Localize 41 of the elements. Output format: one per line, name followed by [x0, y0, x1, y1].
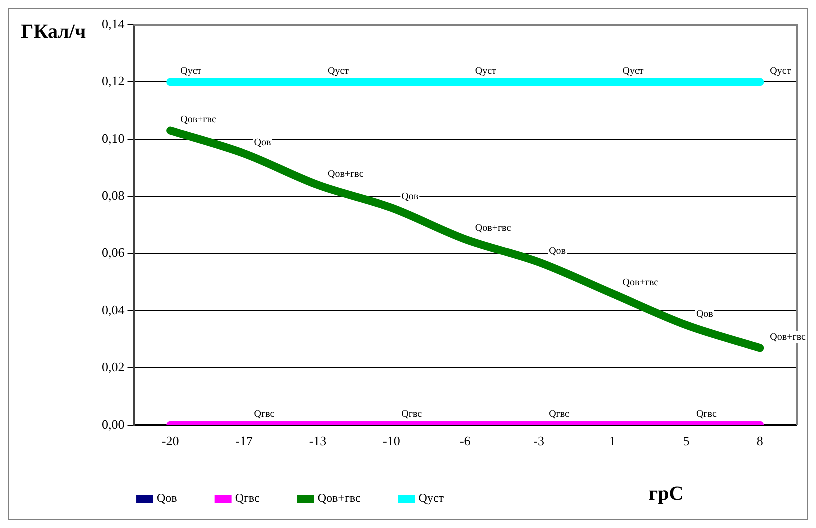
- annotation: Qов+гвс: [180, 114, 217, 126]
- annotation: Qгвс: [402, 409, 423, 420]
- y-tick-label: 0,06: [102, 245, 126, 260]
- legend-label: Qов+гвс: [318, 491, 361, 506]
- y-axis-title: ГКал/ч: [21, 21, 86, 44]
- legend-label: Qгвс: [235, 491, 260, 506]
- annotation: Qов+гвс: [328, 168, 364, 180]
- annotation: Qуст: [328, 66, 350, 77]
- annotation: Qуст: [770, 66, 792, 77]
- x-tick-label: -3: [534, 434, 544, 449]
- x-tick-label: -13: [309, 434, 327, 449]
- annotation: Qуст: [180, 66, 202, 77]
- x-tick-label: 1: [610, 434, 616, 449]
- annotation: Qов: [696, 308, 714, 320]
- x-tick-label: -6: [460, 434, 472, 449]
- x-axis-title: грС: [649, 483, 684, 506]
- x-tick-label: 8: [756, 434, 764, 449]
- annotation: Qов: [402, 192, 419, 203]
- annotation: Qуст: [622, 66, 644, 77]
- legend-label: Qуст: [418, 491, 445, 506]
- y-tick-label: 0,00: [102, 416, 125, 432]
- y-tick-label: 0,04: [102, 302, 126, 318]
- legend-label: Qов: [157, 491, 178, 506]
- x-tick-label: 5: [683, 434, 690, 449]
- annotation: Qгвс: [254, 409, 276, 420]
- annotation: Qов: [549, 246, 566, 258]
- annotation: Qов+гвс: [770, 332, 806, 343]
- x-tick-label: -17: [236, 434, 254, 449]
- y-tick-label: 0,14: [102, 16, 126, 32]
- x-tick-label: -10: [383, 434, 400, 449]
- annotation: Qов: [254, 137, 272, 148]
- annotation: Qуст: [475, 66, 498, 77]
- y-tick-label: 0,02: [102, 360, 125, 375]
- y-tick-label: 0,12: [102, 74, 125, 89]
- annotation: Qов+гвс: [622, 277, 660, 288]
- annotation: Qгвс: [549, 409, 570, 420]
- y-tick-label: 0,08: [102, 188, 125, 204]
- y-tick-label: 0,10: [102, 130, 125, 146]
- annotation: Qгвс: [696, 409, 718, 420]
- annotation: Qов+гвс: [475, 223, 512, 234]
- x-tick-label: -20: [162, 434, 180, 449]
